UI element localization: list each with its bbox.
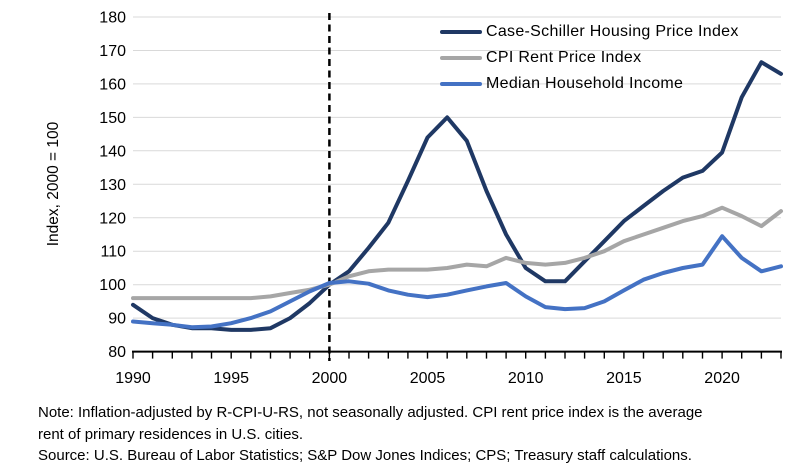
y-tick-label: 150 — [99, 110, 126, 127]
source-line: Source: U.S. Bureau of Labor Statistics;… — [38, 447, 692, 465]
y-tick-label: 140 — [99, 143, 126, 160]
y-tick-label: 80 — [108, 344, 126, 361]
y-tick-labels-group: 80 90 100 110 120 130 140 150 160 170 180 — [99, 10, 126, 362]
y-tick-label: 130 — [99, 177, 126, 194]
note-line: Note: Inflation-adjusted by R-CPI-U-RS, … — [38, 404, 703, 421]
legend-line-swatch-blue — [440, 81, 482, 87]
note-line: rent of primary residences in U.S. citie… — [38, 425, 304, 443]
series-line-median-household-income — [131, 234, 783, 330]
series-line-case-schiller-housing-price-index — [131, 60, 783, 332]
legend-label: CPI Rent Price Index — [486, 49, 642, 66]
x-tick-label: 2020 — [704, 370, 740, 387]
x-tick-labels-group: 1990 1995 2000 2005 2010 2015 2020 — [115, 370, 740, 387]
legend: Case-Schiller Housing Price Index CPI Re… — [440, 19, 739, 97]
legend-item-median-income: Median Household Income — [440, 71, 739, 97]
y-tick-label: 120 — [99, 210, 126, 227]
legend-item-case-schiller: Case-Schiller Housing Price Index — [440, 19, 739, 45]
legend-label: Median Household Income — [486, 75, 684, 92]
y-axis-title: Index, 2000 = 100 — [45, 121, 62, 246]
y-tick-label: 170 — [99, 43, 126, 60]
y-tick-label: 110 — [100, 244, 126, 261]
series-line-cpi-rent-price-index — [131, 205, 783, 301]
x-tick-label: 2010 — [508, 370, 544, 387]
x-tick-label: 1990 — [115, 370, 151, 387]
legend-line-swatch-navy — [440, 29, 482, 35]
footnotes: Note: Inflation-adjusted by R-CPI-U-RS, … — [38, 402, 798, 467]
legend-item-cpi-rent: CPI Rent Price Index — [440, 45, 739, 71]
line-chart: 1990 1995 2000 2005 2010 2015 2020 80 90 100 110 1… — [45, 10, 783, 387]
y-tick-label: 180 — [99, 10, 126, 27]
legend-label: Case-Schiller Housing Price Index — [486, 23, 739, 40]
series-group — [131, 60, 783, 332]
gridlines-group — [133, 16, 781, 319]
x-tick-label: 2015 — [606, 370, 642, 387]
x-tick-label: 2005 — [410, 370, 446, 387]
x-tick-label: 2000 — [312, 370, 348, 387]
y-tick-label: 160 — [99, 76, 126, 93]
x-tick-label: 1995 — [213, 370, 249, 387]
x-axis-group — [132, 350, 782, 359]
y-tick-label: 90 — [108, 311, 126, 328]
y-tick-label: 100 — [99, 277, 126, 294]
legend-line-swatch-gray — [440, 55, 482, 61]
